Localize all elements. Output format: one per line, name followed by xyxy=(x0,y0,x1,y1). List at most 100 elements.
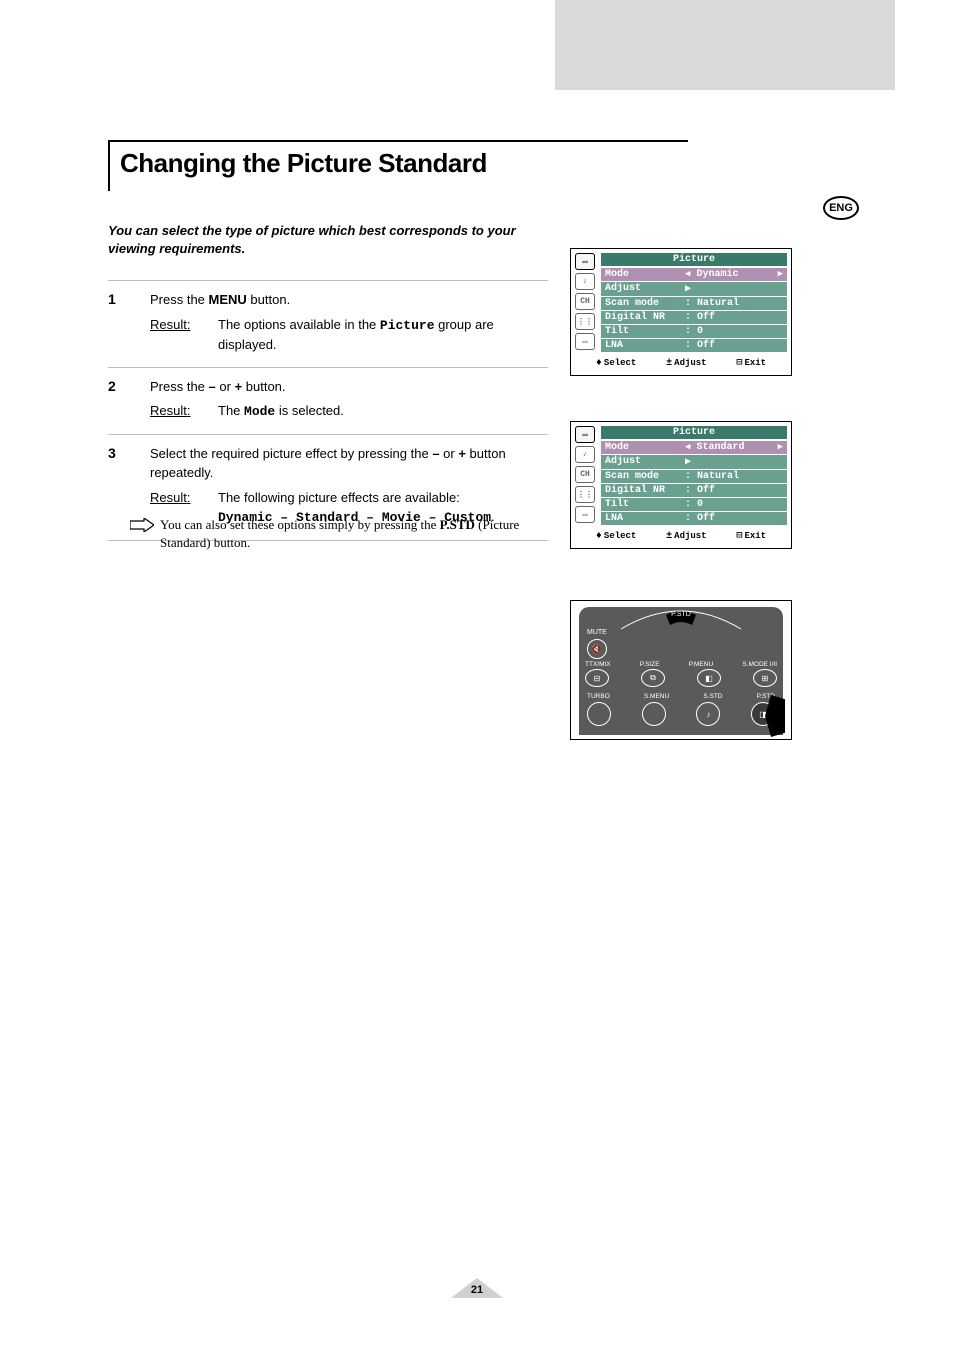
osd-label: Scan mode xyxy=(605,471,685,482)
remote-row2-buttons: ♪ ◨ xyxy=(587,702,775,726)
sound-category-icon: ♪ xyxy=(575,446,595,463)
picture-ref: Picture xyxy=(380,318,435,333)
osd-label: Digital NR xyxy=(605,312,685,323)
mute-button-icon: 🔇 xyxy=(587,639,607,659)
note-text: You can also set these options simply by… xyxy=(160,516,550,552)
osd-value: ▶ xyxy=(685,456,783,468)
osd-value: : 0 xyxy=(685,326,783,337)
step-number: 1 xyxy=(108,291,150,355)
right-arrow-icon: ▶ xyxy=(778,269,783,280)
osd-screenshot-dynamic: ▭ ♪ CH ⋮⋮ ▭ Picture Mode ◀ Dynamic ▶ Adj… xyxy=(570,248,792,376)
osd-label: LNA xyxy=(605,340,685,351)
right-arrow-icon: ▶ xyxy=(778,442,783,453)
osd-title: Picture xyxy=(601,253,787,266)
picture-category-icon: ▭ xyxy=(575,253,595,270)
text: The following picture effects are availa… xyxy=(218,490,460,505)
osd-label: Adjust xyxy=(605,456,685,468)
turbo-button-icon xyxy=(587,702,611,726)
osd-label: Adjust xyxy=(605,283,685,295)
osd-value: ▶ xyxy=(685,283,783,295)
result-text: The Mode is selected. xyxy=(218,402,548,422)
osd-label: Tilt xyxy=(605,326,685,337)
top-gray-banner xyxy=(555,0,895,90)
osd-footer: ♦Select ±Adjust ⊟Exit xyxy=(571,526,791,548)
osd-label: Scan mode xyxy=(605,298,685,309)
result-label: Result: xyxy=(150,316,218,355)
turbo-label: TURBO xyxy=(587,693,610,700)
osd-label: LNA xyxy=(605,513,685,524)
page-footer: 21 xyxy=(451,1278,503,1296)
step-instruction: Press the – or + button. xyxy=(150,378,548,397)
pmenu-label: P.MENU xyxy=(689,661,713,668)
psize-button-icon: ⧉ xyxy=(641,669,665,687)
osd-value: : 0 xyxy=(685,499,783,510)
osd-row-lna: LNA : Off xyxy=(601,339,787,352)
osd-row-digitalnr: Digital NR : Off xyxy=(601,484,787,497)
channel-category-icon: CH xyxy=(575,293,595,310)
psize-label: P.SIZE xyxy=(640,661,660,668)
footer-select: ♦Select xyxy=(596,357,636,369)
arc-label: P.STD xyxy=(621,611,741,618)
osd-label: Tilt xyxy=(605,499,685,510)
osd-value: ◀ Standard xyxy=(685,442,778,453)
steps-list: 1 Press the MENU button. Result: The opt… xyxy=(108,280,548,541)
osd-menu: Picture Mode ◀ Standard ▶ Adjust ▶ Scan … xyxy=(601,426,787,526)
heading-box: Changing the Picture Standard xyxy=(108,140,688,191)
osd-menu: Picture Mode ◀ Dynamic ▶ Adjust ▶ Scan m… xyxy=(601,253,787,353)
footer-adjust: ±Adjust xyxy=(666,530,706,542)
minus-button-ref: – xyxy=(209,379,216,394)
osd-row-tilt: Tilt : 0 xyxy=(601,498,787,511)
footer-exit: ⊟Exit xyxy=(736,357,766,369)
osd-row-lna: LNA : Off xyxy=(601,512,787,525)
text: button. xyxy=(242,379,285,394)
osd-row-scanmode: Scan mode : Natural xyxy=(601,470,787,483)
footer-select: ♦Select xyxy=(596,530,636,542)
pmenu-button-icon: ◧ xyxy=(697,669,721,687)
step-body: Press the MENU button. Result: The optio… xyxy=(150,291,548,355)
osd-row-tilt: Tilt : 0 xyxy=(601,325,787,338)
plus-button-ref: + xyxy=(458,446,466,461)
osd-value: : Natural xyxy=(685,471,783,482)
remote-illustration: P.STD MUTE 🔇 TTX/MIX P.SIZE P.MENU S.MOD… xyxy=(570,600,792,740)
osd-value: : Natural xyxy=(685,298,783,309)
text: or xyxy=(440,446,459,461)
footer-adjust: ±Adjust xyxy=(666,357,706,369)
step-2: 2 Press the – or + button. Result: The M… xyxy=(108,367,548,435)
remote-row2-labels: TURBO S.MENU S.STD P.STD xyxy=(587,693,775,700)
osd-label: Mode xyxy=(605,442,685,453)
remote-row1-buttons: ⊟ ⧉ ◧ ⊞ xyxy=(585,669,777,687)
mute-label: MUTE xyxy=(587,629,607,636)
function-category-icon: ⋮⋮ xyxy=(575,313,595,330)
sound-category-icon: ♪ xyxy=(575,273,595,290)
language-badge: ENG xyxy=(823,196,859,220)
pstd-button-ref: P.STD xyxy=(440,517,475,532)
remote-row1-labels: TTX/MIX P.SIZE P.MENU S.MODE I/II xyxy=(585,661,777,668)
osd-value: : Off xyxy=(685,485,783,496)
text: or xyxy=(216,379,235,394)
text: Select the required picture effect by pr… xyxy=(150,446,432,461)
text: is selected. xyxy=(275,403,344,418)
smode-button-icon: ⊞ xyxy=(753,669,777,687)
channel-category-icon: CH xyxy=(575,466,595,483)
osd-title: Picture xyxy=(601,426,787,439)
text: The xyxy=(218,403,244,418)
intro-text: You can select the type of picture which… xyxy=(108,222,548,257)
note: You can also set these options simply by… xyxy=(130,516,550,552)
osd-value: ◀ Dynamic xyxy=(685,269,778,280)
text: button. xyxy=(247,292,290,307)
step-instruction: Select the required picture effect by pr… xyxy=(150,445,548,483)
step-instruction: Press the MENU button. xyxy=(150,291,548,310)
step-body: Press the – or + button. Result: The Mod… xyxy=(150,378,548,423)
osd-screenshot-standard: ▭ ♪ CH ⋮⋮ ▭ Picture Mode ◀ Standard ▶ Ad… xyxy=(570,421,792,549)
smode-label: S.MODE I/II xyxy=(742,661,777,668)
text: The options available in the xyxy=(218,317,380,332)
smenu-label: S.MENU xyxy=(644,693,669,700)
osd-row-adjust: Adjust ▶ xyxy=(601,455,787,469)
text: You can also set these options simply by… xyxy=(160,517,440,532)
setup-category-icon: ▭ xyxy=(575,333,595,350)
result-row: Result: The Mode is selected. xyxy=(150,402,548,422)
result-row: Result: The options available in the Pic… xyxy=(150,316,548,355)
result-text: The options available in the Picture gro… xyxy=(218,316,548,355)
osd-label: Mode xyxy=(605,269,685,280)
osd-row-mode: Mode ◀ Dynamic ▶ xyxy=(601,268,787,281)
